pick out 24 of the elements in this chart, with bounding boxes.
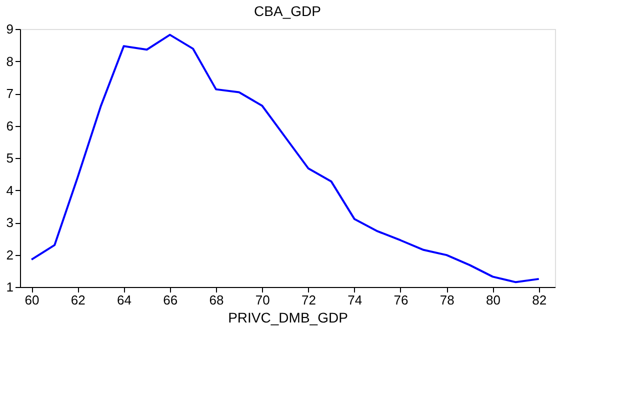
x-tick-label: 74: [348, 292, 362, 308]
x-tick-label: 70: [255, 292, 270, 308]
x-tick-label: 72: [302, 292, 316, 308]
y-tick-label: 8: [6, 54, 14, 69]
x-tick-label: 64: [117, 292, 132, 308]
y-tick-label: 4: [6, 182, 14, 198]
y-tick-label: 5: [6, 150, 14, 166]
x-tick-label: 62: [70, 292, 86, 308]
y-tick-label: 2: [6, 247, 14, 262]
chart-title: CBA_GDP: [254, 3, 321, 19]
x-tick-label: 60: [24, 292, 40, 308]
y-tick-label: 7: [6, 86, 14, 101]
x-tick-label: 78: [440, 292, 454, 308]
x-tick-label: 82: [532, 292, 547, 308]
y-tick-label: 6: [6, 118, 14, 134]
x-axis-title: PRIVC_DMB_GDP: [228, 310, 348, 326]
x-tick-label: 68: [209, 292, 224, 308]
y-tick-label: 1: [6, 280, 14, 294]
line-series: [30, 34, 540, 284]
y-tick-label: 3: [6, 215, 14, 230]
x-tick-label: 76: [394, 292, 408, 308]
x-tick-label: 66: [163, 292, 178, 308]
x-tick-label: 80: [486, 292, 500, 308]
y-tick-label: 9: [6, 22, 14, 36]
